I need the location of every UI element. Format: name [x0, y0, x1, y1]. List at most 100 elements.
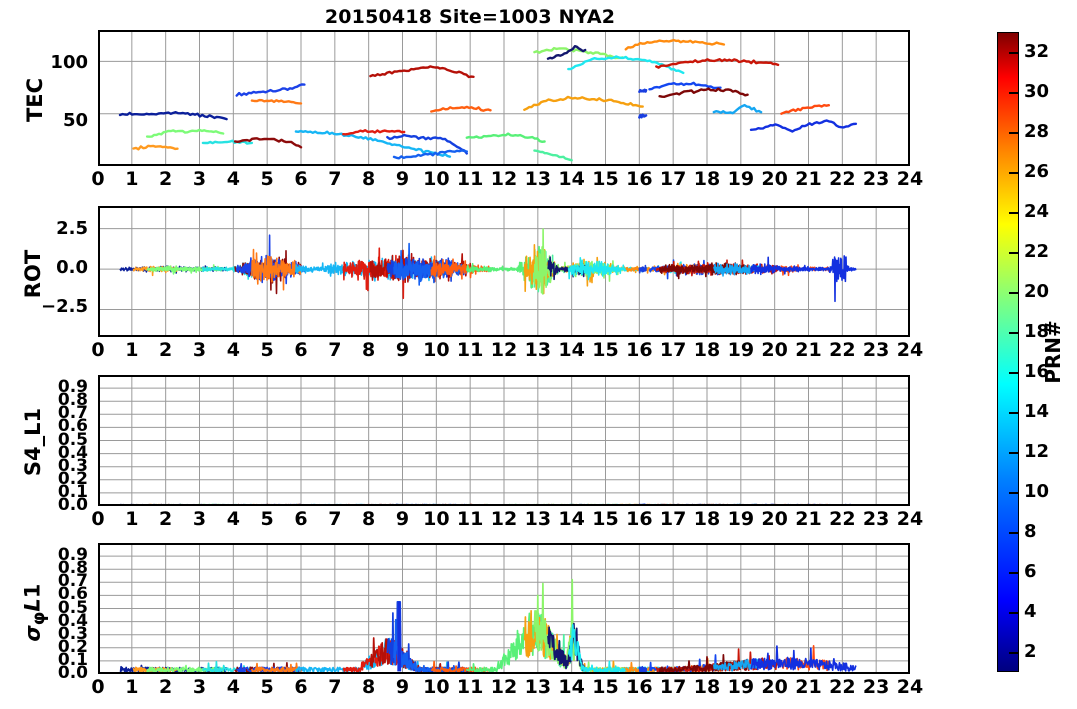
tec-arc-prn29: [342, 129, 406, 136]
xtick-11: 11: [456, 168, 484, 190]
xtick-16: 16: [626, 339, 653, 361]
tec-arc-prn31: [369, 65, 475, 79]
xtick-5: 5: [260, 676, 274, 698]
s4l1-plot-area: [98, 375, 910, 506]
xtick-7: 7: [328, 339, 342, 361]
colorbar-tickmark-20: [1009, 292, 1019, 294]
sigmaphi-trace-prn26: [251, 662, 302, 674]
xtick-10: 10: [423, 168, 450, 190]
xtick-11: 11: [456, 339, 484, 361]
xtick-1: 1: [125, 676, 139, 698]
xtick-23: 23: [862, 508, 890, 530]
tec-arc-prn23: [523, 95, 644, 111]
ytick-0.8: 0.8: [57, 390, 88, 411]
colorbar-tickmark-8: [1009, 532, 1019, 534]
colorbar-tickmark-18: [1009, 332, 1019, 334]
xtick-6: 6: [294, 676, 308, 698]
colorbar-tickmark-14: [1009, 412, 1019, 414]
xtick-12: 12: [490, 676, 518, 698]
tec-arc-prn24: [132, 144, 179, 151]
xtick-21: 21: [795, 339, 822, 361]
sigmaphi-trace-prn3: [750, 645, 857, 672]
xtick-0: 0: [91, 168, 105, 190]
xtick-5: 5: [260, 168, 274, 190]
xtick-15: 15: [592, 676, 619, 698]
xtick-9: 9: [395, 339, 410, 361]
xtick-14: 14: [558, 676, 585, 698]
colorbar-tick-24: 24: [1024, 201, 1050, 222]
xtick-3: 3: [192, 339, 207, 361]
xtick-23: 23: [862, 168, 890, 190]
xtick-2: 2: [159, 168, 173, 190]
xtick-24: 24: [896, 168, 924, 190]
colorbar-tick-22: 22: [1024, 241, 1050, 262]
xtick-14: 14: [558, 168, 585, 190]
tec-arc-prn16: [465, 132, 546, 143]
sigmaphi-trace-prn2: [547, 622, 586, 672]
s4l1-trace-prn3: [750, 503, 856, 506]
tec-arc-prn32: [233, 137, 303, 149]
xtick-6: 6: [294, 168, 308, 190]
xtick-18: 18: [693, 339, 721, 361]
xtick-10: 10: [423, 676, 450, 698]
xtick-9: 9: [395, 168, 410, 190]
ytick-0.4: 0.4: [57, 442, 88, 463]
ytick-0.6: 0.6: [57, 416, 88, 437]
xtick-5: 5: [260, 508, 274, 530]
tec-arc-prn11: [712, 103, 763, 115]
colorbar-tick-28: 28: [1024, 121, 1050, 142]
xtick-17: 17: [659, 508, 687, 530]
sigmaphi-trace-prn11: [712, 658, 762, 672]
ytick-0.7: 0.7: [57, 571, 88, 592]
xtick-17: 17: [659, 168, 687, 190]
xtick-23: 23: [862, 339, 890, 361]
colorbar-tick-10: 10: [1024, 481, 1050, 502]
ytick-0.3: 0.3: [57, 455, 88, 476]
tec-ytick-50: 50: [62, 110, 88, 131]
prn-colorbar[interactable]: [997, 32, 1019, 672]
xtick-18: 18: [693, 508, 721, 530]
colorbar-tick-30: 30: [1024, 81, 1050, 102]
xtick-20: 20: [761, 508, 788, 530]
xtick-2: 2: [159, 676, 173, 698]
tec-arc-prn2: [546, 45, 587, 60]
ytick-0.1: 0.1: [57, 481, 88, 502]
xtick-14: 14: [558, 508, 585, 530]
ytick-0.0: 0.0: [57, 495, 88, 515]
xtick-22: 22: [829, 508, 856, 530]
ytick-0.4: 0.4: [57, 610, 88, 631]
xtick-22: 22: [829, 168, 856, 190]
xtick-24: 24: [896, 508, 924, 530]
ytick-0.0: 0.0: [57, 663, 88, 683]
xtick-19: 19: [727, 168, 755, 190]
panel-s4l1: [98, 375, 910, 506]
xtick-24: 24: [896, 676, 924, 698]
colorbar-tickmark-32: [1009, 52, 1019, 54]
xtick-4: 4: [226, 676, 240, 698]
xtick-19: 19: [727, 508, 755, 530]
tec-arc-prn5: [638, 113, 648, 119]
xtick-16: 16: [626, 168, 653, 190]
colorbar-tickmark-16: [1009, 372, 1019, 374]
xtick-11: 11: [456, 508, 484, 530]
xtick-4: 4: [226, 168, 240, 190]
xtick-1: 1: [125, 339, 139, 361]
colorbar-tickmark-22: [1009, 252, 1019, 254]
xtick-20: 20: [761, 339, 788, 361]
colorbar-tickmark-12: [1009, 452, 1019, 454]
colorbar-tickmark-4: [1009, 612, 1019, 614]
xtick-12: 12: [490, 508, 518, 530]
xtick-6: 6: [294, 508, 308, 530]
rot-trace-prn26: [251, 248, 302, 291]
colorbar-tick-26: 26: [1024, 161, 1050, 182]
xtick-13: 13: [524, 339, 552, 361]
xtick-4: 4: [226, 508, 240, 530]
colorbar-tick-18: 18: [1024, 321, 1050, 342]
xtick-20: 20: [761, 676, 788, 698]
tec-arc-prn25: [624, 38, 726, 51]
rot-ytick--2.5: −2.5: [41, 296, 88, 317]
colorbar-tick-32: 32: [1024, 41, 1050, 62]
tec-arc-prn7: [648, 81, 722, 91]
ytick-0.2: 0.2: [57, 468, 88, 489]
xtick-16: 16: [626, 676, 653, 698]
